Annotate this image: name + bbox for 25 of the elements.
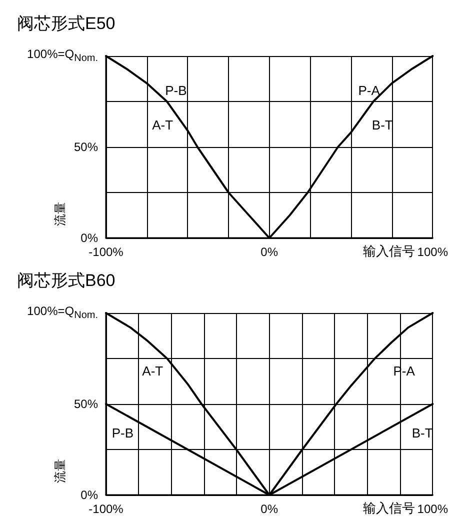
x-axis-title: 输入信号	[363, 500, 415, 516]
y-tick-label: 0%	[80, 231, 98, 245]
annotation: P-B	[112, 426, 134, 441]
annotation: B-T	[412, 426, 433, 441]
x-tick-label: 100%	[417, 245, 448, 259]
annotation: A-T	[152, 118, 174, 133]
y-axis-title: 流量	[53, 459, 67, 483]
y-axis-title: 流量	[53, 202, 67, 226]
y-tick-label: 100%=Q$_{Nom.}$	[27, 304, 98, 322]
x-tick-label: -100%	[88, 502, 124, 516]
y-tick-label: 50%	[74, 397, 98, 411]
annotation: P-A	[358, 83, 380, 98]
x-tick-label: 100%	[417, 502, 448, 516]
x-tick-label: -100%	[88, 245, 124, 259]
y-tick-label: 100%=Q$_{Nom.}$	[27, 46, 98, 64]
annotation: P-B	[165, 83, 187, 98]
y-tick-label: 50%	[74, 140, 98, 154]
x-tick-label: 0%	[260, 245, 278, 259]
annotation: B-T	[372, 118, 393, 133]
chart-title: 阀芯形式E50	[17, 14, 116, 33]
x-tick-label: 0%	[260, 502, 278, 516]
chart-title: 阀芯形式B60	[17, 271, 116, 290]
y-tick-label: 0%	[80, 488, 98, 502]
annotation: A-T	[142, 364, 164, 379]
x-axis-title: 输入信号	[363, 244, 415, 258]
